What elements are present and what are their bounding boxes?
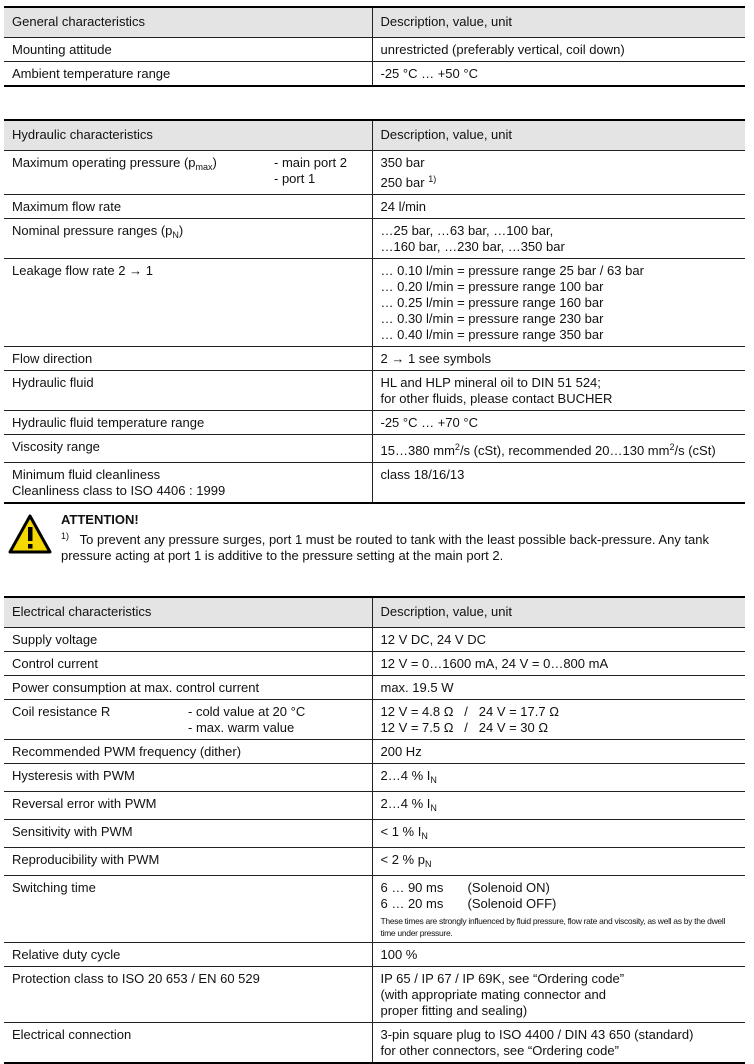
attention-title: ATTENTION! [61, 512, 139, 527]
row-label: Power consumption at max. control curren… [4, 675, 372, 700]
row-value: unrestricted (preferably vertical, coil … [371, 37, 745, 62]
row-label: Coil resistance R- cold value at 20 °C - … [4, 699, 372, 740]
table-row: Relative duty cycle 100 % [4, 942, 745, 967]
row-value: …25 bar, …63 bar, …100 bar, …160 bar, …23… [371, 218, 745, 259]
table-row: Minimum fluid cleanliness Cleanliness cla… [4, 462, 745, 504]
hydraulic-characteristics-table: Hydraulic characteristics Description, va… [4, 119, 745, 504]
row-label: Mounting attitude [4, 37, 372, 62]
table-header: Hydraulic characteristics Description, va… [4, 119, 745, 151]
table-header: Electrical characteristics Description, v… [4, 596, 745, 628]
row-value: IP 65 / IP 67 / IP 69K, see “Ordering co… [371, 966, 745, 1023]
table-header: General characteristics Description, valu… [4, 6, 745, 38]
switching-note: These times are strongly influenced by f… [380, 916, 726, 938]
electrical-characteristics-table: Electrical characteristics Description, v… [4, 596, 745, 1064]
row-label: Hysteresis with PWM [4, 763, 372, 792]
row-label: Leakage flow rate 2 → 1 [4, 258, 372, 347]
row-value: 2…4 % IN [371, 791, 745, 820]
row-value: HL and HLP mineral oil to DIN 51 524; for… [371, 370, 745, 411]
footnote-ref: 1) [428, 174, 437, 184]
table-row: Recommended PWM frequency (dither) 200 Hz [4, 739, 745, 764]
row-label: Control current [4, 651, 372, 676]
row-label: Reproducibility with PWM [4, 847, 372, 876]
row-label: Hydraulic fluid temperature range [4, 410, 372, 435]
row-value: -25 °C … +70 °C [371, 410, 745, 435]
row-value: -25 °C … +50 °C [371, 61, 745, 87]
general-characteristics-table: General characteristics Description, valu… [4, 6, 745, 87]
row-value: < 2 % pN [371, 847, 745, 876]
table-row: Hydraulic fluid HL and HLP mineral oil to… [4, 370, 745, 411]
row-label: Maximum operating pressure (pmax) - main … [4, 150, 372, 195]
row-label: Relative duty cycle [4, 942, 372, 967]
row-label: Switching time [4, 875, 372, 943]
table-row: Maximum flow rate 24 l/min [4, 194, 745, 219]
row-value: 12 V = 4.8 Ω / 24 V = 17.7 Ω 12 V = 7.5 Ω… [371, 699, 745, 740]
table-row: Flow direction 2 → 1 see symbols [4, 346, 745, 371]
row-label: Maximum flow rate [4, 194, 372, 219]
header-label: Electrical characteristics [4, 596, 372, 628]
table-row: Supply voltage 12 V DC, 24 V DC [4, 627, 745, 652]
row-value: 15…380 mm2/s (cSt), recommended 20…130 m… [371, 434, 745, 463]
row-value: 350 bar 250 bar 1) [371, 150, 745, 195]
row-label: Ambient temperature range [4, 61, 372, 87]
table-row: Coil resistance R- cold value at 20 °C - … [4, 699, 745, 740]
row-value: 24 l/min [371, 194, 745, 219]
row-label: Reversal error with PWM [4, 791, 372, 820]
warning-triangle-icon [8, 514, 52, 554]
table-row: Reversal error with PWM 2…4 % IN [4, 791, 745, 820]
row-value: 100 % [371, 942, 745, 967]
row-label: Recommended PWM frequency (dither) [4, 739, 372, 764]
row-label: Viscosity range [4, 434, 372, 463]
table-row: Nominal pressure ranges (pN) …25 bar, …63… [4, 218, 745, 259]
row-value: < 1 % IN [371, 819, 745, 848]
row-label: Protection class to ISO 20 653 / EN 60 5… [4, 966, 372, 1023]
row-value: 12 V = 0…1600 mA, 24 V = 0…800 mA [371, 651, 745, 676]
table-row: Reproducibility with PWM < 2 % pN [4, 847, 745, 876]
row-value: class 18/16/13 [371, 462, 745, 504]
table-row: Hydraulic fluid temperature range -25 °C … [4, 410, 745, 435]
row-value: 12 V DC, 24 V DC [371, 627, 745, 652]
row-value: … 0.10 l/min = pressure range 25 bar / 6… [371, 258, 745, 347]
table-row: Power consumption at max. control curren… [4, 675, 745, 700]
row-label: Nominal pressure ranges (pN) [4, 218, 372, 259]
table-row: Viscosity range 15…380 mm2/s (cSt), recom… [4, 434, 745, 463]
table-row: Protection class to ISO 20 653 / EN 60 5… [4, 966, 745, 1023]
table-row: Electrical connection 3-pin square plug t… [4, 1022, 745, 1064]
header-value: Description, value, unit [371, 596, 745, 628]
row-label: Hydraulic fluid [4, 370, 372, 411]
table-row: Control current 12 V = 0…1600 mA, 24 V = … [4, 651, 745, 676]
table-row: Mounting attitude unrestricted (preferabl… [4, 37, 745, 62]
header-label: General characteristics [4, 6, 372, 38]
row-value: 3-pin square plug to ISO 4400 / DIN 43 6… [371, 1022, 745, 1064]
table-row: Leakage flow rate 2 → 1… 0.10 l/min = pr… [4, 258, 745, 347]
table-row: Ambient temperature range -25 °C … +50 °C [4, 61, 745, 87]
row-value: 2 → 1 see symbols [371, 346, 745, 371]
table-row: Sensitivity with PWM < 1 % IN [4, 819, 745, 848]
table-row: Hysteresis with PWM 2…4 % IN [4, 763, 745, 792]
row-value: 200 Hz [371, 739, 745, 764]
row-label: Electrical connection [4, 1022, 372, 1064]
table-row: Switching time 6 … 90 ms (Solenoid ON) 6 … [4, 875, 745, 943]
attention-text: 1) To prevent any pressure surges, port … [61, 531, 710, 563]
table-row: Maximum operating pressure (pmax) - main … [4, 150, 745, 195]
row-label: Flow direction [4, 346, 372, 371]
attention-notice: ATTENTION! 1) To prevent any pressure su… [8, 512, 748, 564]
row-value: 6 … 90 ms (Solenoid ON) 6 … 20 ms (Solenoi… [371, 875, 745, 943]
row-label: Sensitivity with PWM [4, 819, 372, 848]
header-value: Description, value, unit [371, 119, 745, 151]
header-label: Hydraulic characteristics [4, 119, 372, 151]
row-label: Supply voltage [4, 627, 372, 652]
header-value: Description, value, unit [371, 6, 745, 38]
row-value: max. 19.5 W [371, 675, 745, 700]
row-label: Minimum fluid cleanliness Cleanliness cla… [4, 462, 372, 504]
row-value: 2…4 % IN [371, 763, 745, 792]
